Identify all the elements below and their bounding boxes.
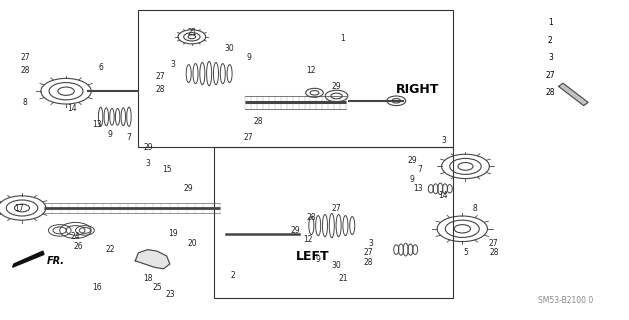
Text: 13: 13 <box>413 184 423 193</box>
Text: 21: 21 <box>187 28 197 36</box>
Text: 17: 17 <box>14 204 24 212</box>
Text: 29: 29 <box>291 226 301 235</box>
Text: 22: 22 <box>105 245 115 254</box>
Text: 26: 26 <box>74 242 84 251</box>
Text: 16: 16 <box>92 284 103 292</box>
Text: 28: 28 <box>489 248 499 257</box>
Text: 28: 28 <box>155 85 165 94</box>
Text: 15: 15 <box>162 165 172 174</box>
Text: 28: 28 <box>20 66 30 75</box>
Text: 9: 9 <box>246 53 251 62</box>
Text: 27: 27 <box>20 53 30 62</box>
Text: 28: 28 <box>253 117 263 126</box>
Text: 3: 3 <box>369 239 374 248</box>
Text: 7: 7 <box>126 133 131 142</box>
Text: 27: 27 <box>243 133 253 142</box>
Text: 9: 9 <box>409 175 415 184</box>
Text: 30: 30 <box>225 44 235 52</box>
Text: 23: 23 <box>165 290 175 299</box>
Text: 3: 3 <box>145 159 150 168</box>
Text: 12: 12 <box>303 236 313 244</box>
Text: 29: 29 <box>143 143 153 152</box>
Text: 27: 27 <box>331 204 342 212</box>
Text: 27: 27 <box>155 72 165 81</box>
Text: RIGHT: RIGHT <box>396 83 440 96</box>
Text: 12: 12 <box>306 66 316 75</box>
Text: 28: 28 <box>363 258 373 267</box>
Text: 29: 29 <box>184 184 194 193</box>
Text: 28: 28 <box>545 88 555 97</box>
Text: 8: 8 <box>23 98 28 107</box>
Text: 29: 29 <box>331 82 342 91</box>
Text: 9: 9 <box>315 255 320 264</box>
Polygon shape <box>13 251 44 267</box>
Text: 3: 3 <box>441 136 446 145</box>
Text: 2: 2 <box>230 271 235 280</box>
Text: 8: 8 <box>472 204 477 212</box>
Text: 1: 1 <box>340 34 345 43</box>
Text: 27: 27 <box>489 239 499 248</box>
Text: 21: 21 <box>338 274 348 283</box>
Text: LEFT: LEFT <box>296 250 329 262</box>
Text: 6: 6 <box>98 63 103 72</box>
Text: 19: 19 <box>168 229 178 238</box>
Text: 3: 3 <box>170 60 175 68</box>
Text: 28: 28 <box>306 213 316 222</box>
Text: 27: 27 <box>363 248 373 257</box>
Polygon shape <box>135 250 170 269</box>
Text: 30: 30 <box>331 261 342 270</box>
Text: 29: 29 <box>407 156 417 164</box>
Text: 20: 20 <box>187 239 197 248</box>
Bar <box>138 10 453 147</box>
Text: FR.: FR. <box>47 256 65 266</box>
Text: 2: 2 <box>548 36 553 44</box>
Text: 13: 13 <box>92 120 103 129</box>
Text: 25: 25 <box>152 284 162 292</box>
Text: 27: 27 <box>545 71 555 80</box>
Text: 3: 3 <box>548 53 553 62</box>
Polygon shape <box>559 83 588 106</box>
Text: 9: 9 <box>108 130 113 139</box>
Text: 24: 24 <box>70 232 81 241</box>
Text: 1: 1 <box>548 18 553 27</box>
Text: 7: 7 <box>418 165 423 174</box>
Text: 5: 5 <box>463 248 468 257</box>
Text: 14: 14 <box>438 191 448 200</box>
Bar <box>214 147 453 298</box>
Text: SM53-B2100 0: SM53-B2100 0 <box>538 296 594 305</box>
Text: 18: 18 <box>143 274 153 283</box>
Text: 14: 14 <box>67 104 77 113</box>
